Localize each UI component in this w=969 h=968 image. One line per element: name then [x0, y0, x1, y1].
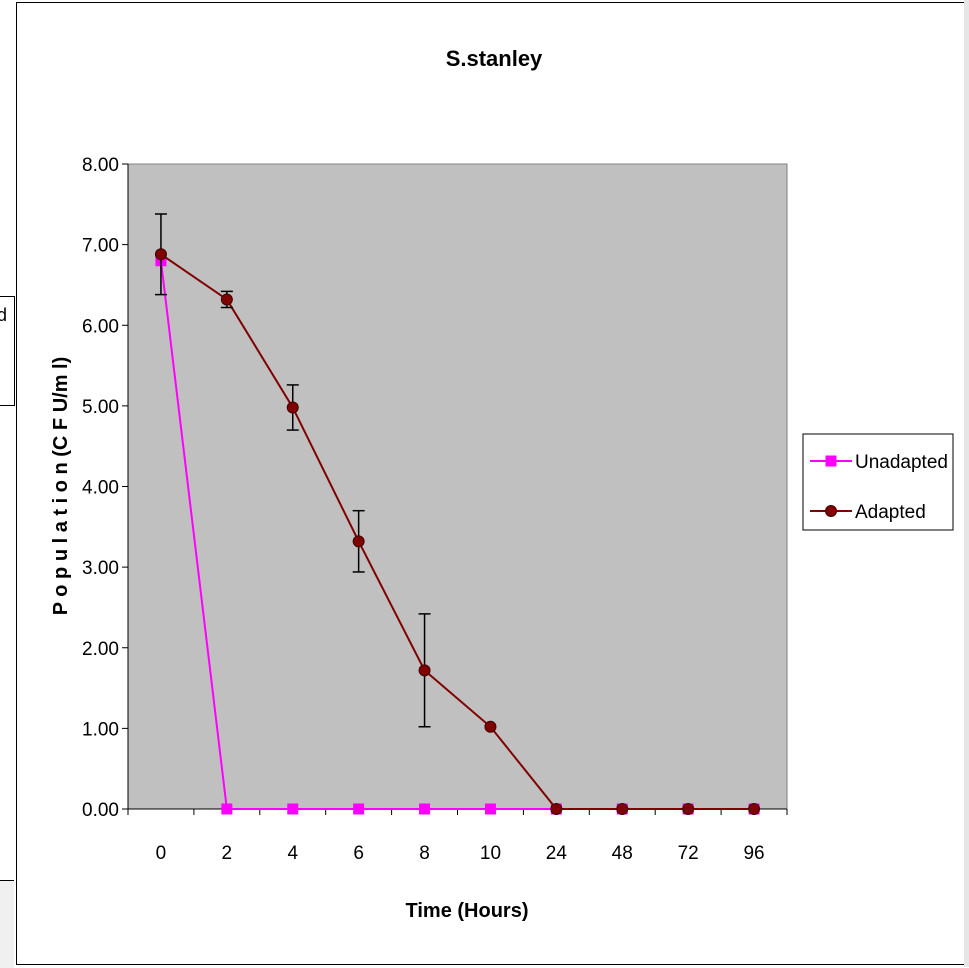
background-partial-text: d — [0, 305, 7, 326]
series-line — [160, 253, 755, 810]
data-point — [616, 803, 629, 815]
data-point — [419, 803, 431, 815]
series-layer — [154, 213, 761, 815]
background-window-left — [0, 0, 18, 967]
data-point — [286, 401, 299, 414]
y-tick-label: 4.00 — [82, 478, 119, 499]
background-panel-lower — [0, 880, 14, 968]
y-tick-label: 0.00 — [82, 800, 119, 821]
background-partial-legend: d — [0, 296, 15, 406]
x-tick-label: 96 — [743, 843, 764, 864]
plot-area — [127, 163, 788, 810]
legend-marker — [825, 455, 837, 467]
data-point — [287, 803, 299, 815]
x-tick-label: 0 — [156, 843, 167, 864]
x-tick-label: 72 — [678, 843, 699, 864]
data-point — [484, 803, 496, 815]
legend-label: Unadapted — [855, 452, 948, 473]
legend: Unadapted Adapted — [802, 433, 954, 531]
y-tick-label: 6.00 — [82, 316, 119, 337]
data-point — [418, 664, 431, 677]
legend-item-unadapted: Unadapted — [810, 452, 948, 473]
y-axis-title: P o p u l a t i o n (C F U/m l) — [50, 357, 72, 616]
data-point — [484, 720, 497, 733]
data-point — [353, 803, 365, 815]
y-tick-label: 7.00 — [82, 236, 119, 257]
y-tick-label: 1.00 — [82, 719, 119, 740]
window-scroll-edge — [964, 0, 969, 967]
data-point — [550, 803, 563, 815]
x-axis: 0 2 4 6 8 10 24 48 72 96 — [127, 808, 788, 864]
y-axis: 0.00 1.00 2.00 3.00 4.00 5.00 6.00 7.00 8.00 — [82, 155, 129, 821]
data-point — [748, 803, 761, 815]
x-tick-label: 4 — [287, 843, 298, 864]
data-point — [154, 248, 167, 261]
x-tick-label: 10 — [480, 843, 501, 864]
data-point — [220, 293, 233, 306]
data-point — [682, 803, 695, 815]
x-tick-label: 8 — [419, 843, 430, 864]
x-tick-label: 48 — [612, 843, 633, 864]
series-adapted — [154, 213, 761, 815]
x-axis-title: Time (Hours) — [406, 900, 529, 922]
y-tick-label: 2.00 — [82, 639, 119, 660]
y-tick-label: 5.00 — [82, 397, 119, 418]
x-tick-label: 2 — [222, 843, 233, 864]
x-tick-label: 24 — [546, 843, 568, 864]
x-tick-label: 6 — [353, 843, 364, 864]
y-tick-label: 3.00 — [82, 558, 119, 579]
legend-item-adapted: Adapted — [810, 502, 926, 523]
legend-label: Adapted — [855, 502, 926, 523]
data-point — [221, 803, 233, 815]
y-tick-label: 8.00 — [82, 155, 119, 176]
data-point — [352, 535, 365, 548]
chart-title: S.stanley — [446, 46, 543, 71]
legend-marker — [825, 505, 837, 517]
